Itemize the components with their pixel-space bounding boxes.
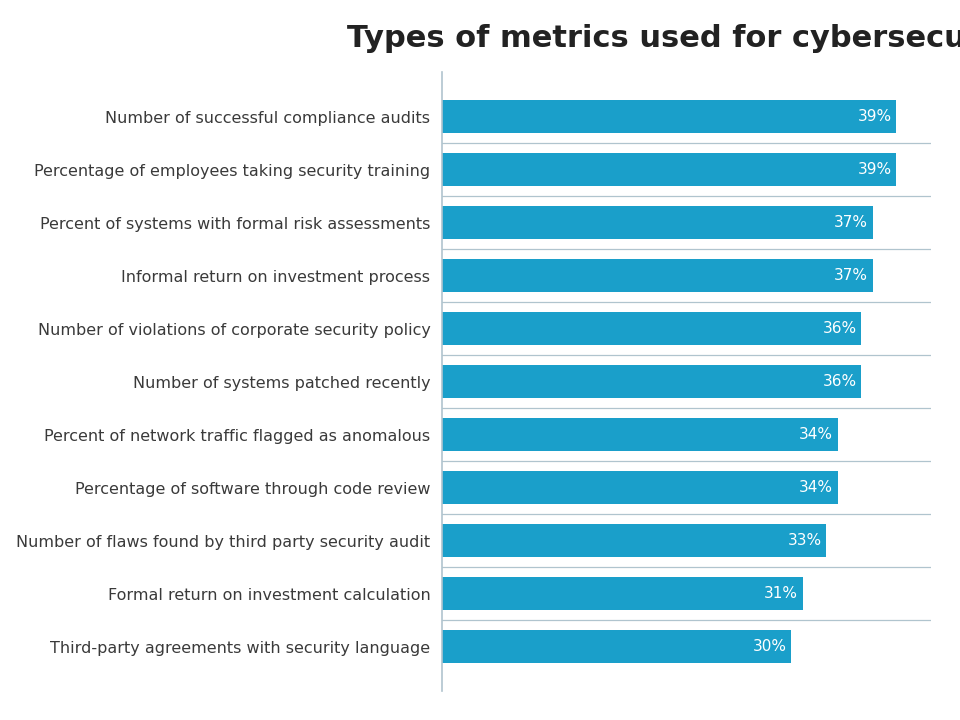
Text: 31%: 31% [764, 586, 799, 601]
Bar [442, 630, 791, 663]
Bar [442, 365, 861, 398]
Bar [442, 418, 838, 451]
Bar [442, 312, 861, 345]
Text: 36%: 36% [823, 321, 856, 336]
Text: 36%: 36% [823, 374, 856, 389]
Text: 37%: 37% [834, 215, 868, 230]
Bar [442, 100, 897, 133]
Text: 39%: 39% [857, 109, 892, 124]
Bar [442, 259, 873, 292]
Bar [442, 524, 827, 557]
Title: Types of metrics used for cybersecurity: Types of metrics used for cybersecurity [347, 24, 960, 53]
Bar [442, 471, 838, 504]
Text: 39%: 39% [857, 162, 892, 177]
Text: 33%: 33% [787, 533, 822, 548]
Text: 34%: 34% [800, 427, 833, 442]
Text: 30%: 30% [753, 639, 786, 654]
Text: 37%: 37% [834, 268, 868, 283]
Bar [442, 577, 803, 610]
Bar [442, 206, 873, 239]
Text: 34%: 34% [800, 480, 833, 495]
Bar [442, 153, 897, 186]
